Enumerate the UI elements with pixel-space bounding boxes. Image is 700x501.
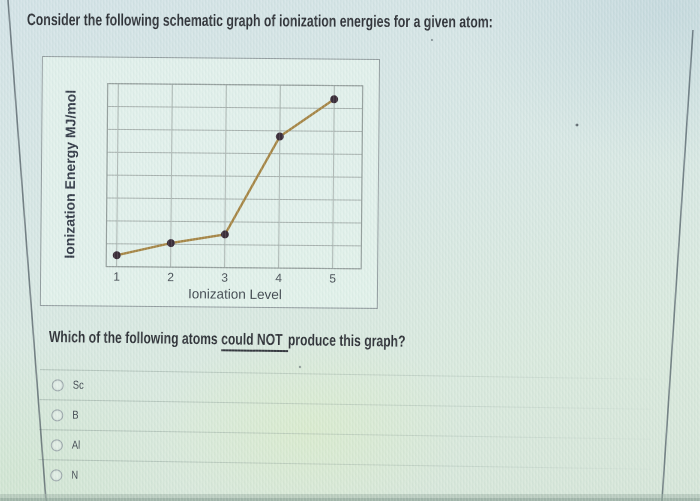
option-label-n: N	[71, 469, 79, 482]
y-axis-label: Ionization Energy MJ/mol	[61, 90, 78, 259]
question-emphasis: could NOT	[220, 331, 289, 353]
page-title: Consider the following schematic graph o…	[26, 11, 493, 32]
option-label-b: B	[72, 409, 79, 422]
question-prefix: Which of the following atoms	[48, 329, 222, 349]
data-point-marker	[220, 230, 229, 239]
data-point-marker	[275, 132, 284, 141]
x-tick-label: 1	[113, 270, 120, 284]
radio-button-n[interactable]	[50, 468, 63, 481]
dust-speck	[430, 38, 434, 42]
x-tick-label: 3	[221, 271, 228, 285]
x-tick-label: 5	[329, 272, 336, 286]
line-chart: 1 2 3 4 5 Ionization Level Ionization Energy…	[61, 82, 364, 302]
dust-speck	[298, 365, 302, 369]
question-suffix: produce this graph?	[287, 332, 406, 351]
x-axis-ticks: 1 2 3 4 5	[113, 270, 336, 286]
data-point-marker	[166, 239, 175, 248]
ionization-chart-panel: 1 2 3 4 5 Ionization Level Ionization Energy…	[39, 56, 380, 309]
chart-grid	[105, 82, 364, 270]
question-text: Which of the following atoms could NOT pr…	[48, 329, 406, 353]
dust-speck	[575, 123, 579, 127]
data-point-marker	[330, 95, 339, 104]
radio-button-sc[interactable]	[51, 378, 64, 391]
chart-series	[112, 95, 339, 260]
x-axis-label: Ionization Level	[188, 286, 282, 302]
radio-button-al[interactable]	[50, 438, 63, 451]
option-label-al: Al	[71, 439, 81, 452]
data-point-marker	[112, 251, 121, 260]
answer-options: Sc B Al N	[32, 369, 674, 499]
option-label-sc: Sc	[72, 379, 84, 392]
radio-button-b[interactable]	[51, 408, 64, 421]
x-tick-label: 2	[167, 270, 174, 284]
x-tick-label: 4	[275, 271, 282, 285]
